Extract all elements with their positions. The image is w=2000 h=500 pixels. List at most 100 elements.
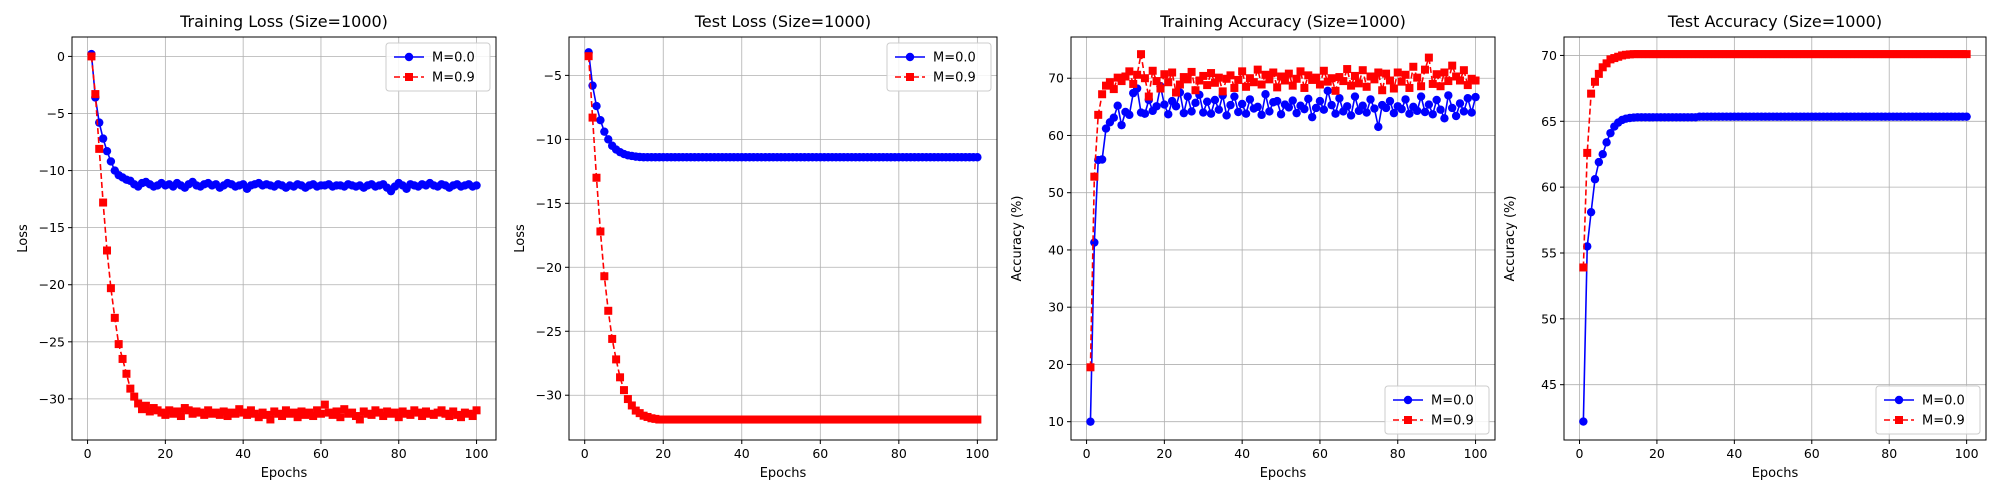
chart-panel-3: 0 20 40 60 80 100 10 20 30 40 50 60 70 Training Accur… [1010,12,1496,481]
data-point [1311,103,1321,113]
data-point [1241,109,1251,118]
data-point [1401,70,1410,79]
series-m09 [584,52,982,424]
data-point [973,415,982,424]
x-axis-label: Epochs [261,466,308,481]
data-point [394,413,403,422]
data-point [1171,102,1181,111]
data-point [1304,71,1313,80]
data-point [200,410,209,419]
data-point [1288,81,1297,90]
data-point [1183,92,1192,101]
data-point [102,146,112,156]
data-point [1452,72,1461,81]
data-point [309,412,318,421]
data-point [1238,67,1247,76]
data-point [1202,97,1212,106]
data-point [1183,75,1192,84]
chart-panel-4: 0 20 40 60 80 100 45 50 55 60 65 70 Test Accuracy (S… [1503,12,1987,481]
data-point [1335,94,1344,103]
data-point [596,227,605,236]
data-point [1331,86,1340,95]
data-point [355,415,364,424]
series-m0 [1086,82,1480,426]
data-point [1424,100,1434,109]
data-point [1144,92,1153,101]
legend-label: M=0.9 [432,71,475,86]
chart-panel-2: 0 20 40 60 80 100 −5 −10 −15 −20 −25 −30 Test Loss (… [513,12,998,481]
data-point [1428,79,1437,88]
data-point [161,410,170,419]
y-tick-label: −25 [536,324,562,339]
y-tick-label: 45 [1541,377,1557,392]
data-point [1378,86,1387,95]
data-point [1416,92,1426,101]
data-point [1300,83,1309,92]
data-point [1455,76,1464,85]
data-point [1195,76,1204,85]
y-tick-label: 65 [1541,114,1557,129]
y-tick-label: 10 [1048,414,1064,429]
plot-frame [1563,36,1987,441]
data-point [1405,83,1414,92]
x-tick-label: 40 [734,446,750,461]
data-point [1257,110,1266,120]
data-point [1152,77,1161,86]
data-point [1199,71,1208,80]
data-point [1342,102,1352,111]
data-point [1444,77,1453,86]
y-tick-label: −10 [39,163,65,178]
data-point [1117,120,1126,130]
data-point [1292,74,1301,83]
data-point [320,400,329,409]
data-point [1214,73,1223,82]
data-point [608,334,617,343]
series-m0 [584,48,982,162]
data-point [1413,73,1422,82]
data-point [1137,50,1146,59]
data-point [1284,103,1294,112]
data-point [1366,95,1375,104]
legend-label: M=0.9 [1431,414,1474,429]
x-tick-label: 60 [1804,446,1820,461]
y-tick-label: 40 [1048,242,1064,257]
data-point [1319,66,1328,75]
chart-panel-1: 0 20 40 60 80 100 0 −5 −10 −15 −20 −25 −30 Training L… [16,12,497,481]
y-tick-label: −5 [47,106,65,121]
data-point [1300,104,1309,114]
data-point [592,173,601,182]
y-axis-label: Loss [16,224,31,253]
data-point [1086,363,1095,372]
data-point [278,412,287,421]
data-point [600,272,609,281]
data-point [1471,76,1480,85]
data-point [1417,82,1426,91]
data-point [1463,94,1472,103]
data-point [1222,111,1231,120]
data-point [1214,105,1224,114]
y-axis-label: Accuracy (%) [1010,196,1025,282]
data-point [1962,50,1971,59]
data-point [1393,68,1402,77]
legend-marker [1894,395,1904,405]
y-tick-label: 30 [1048,300,1064,315]
y-tick-label: 70 [1541,48,1557,63]
data-point [1602,138,1611,147]
data-point [243,410,252,419]
data-point [1339,77,1348,86]
data-point [289,408,298,417]
y-tick-label: −20 [39,277,65,292]
y-tick-label: 70 [1048,71,1064,86]
legend-marker [905,52,915,62]
data-point [1261,90,1270,99]
data-point [1160,70,1169,79]
data-point [1207,69,1216,78]
data-point [340,405,349,414]
data-point [1253,102,1262,112]
legend-marker [1404,416,1412,424]
data-point [1448,103,1457,113]
data-point [1587,89,1596,98]
chart-title: Test Loss (Size=1000) [694,12,871,31]
data-point [1133,70,1142,79]
series-line [1582,115,1967,422]
